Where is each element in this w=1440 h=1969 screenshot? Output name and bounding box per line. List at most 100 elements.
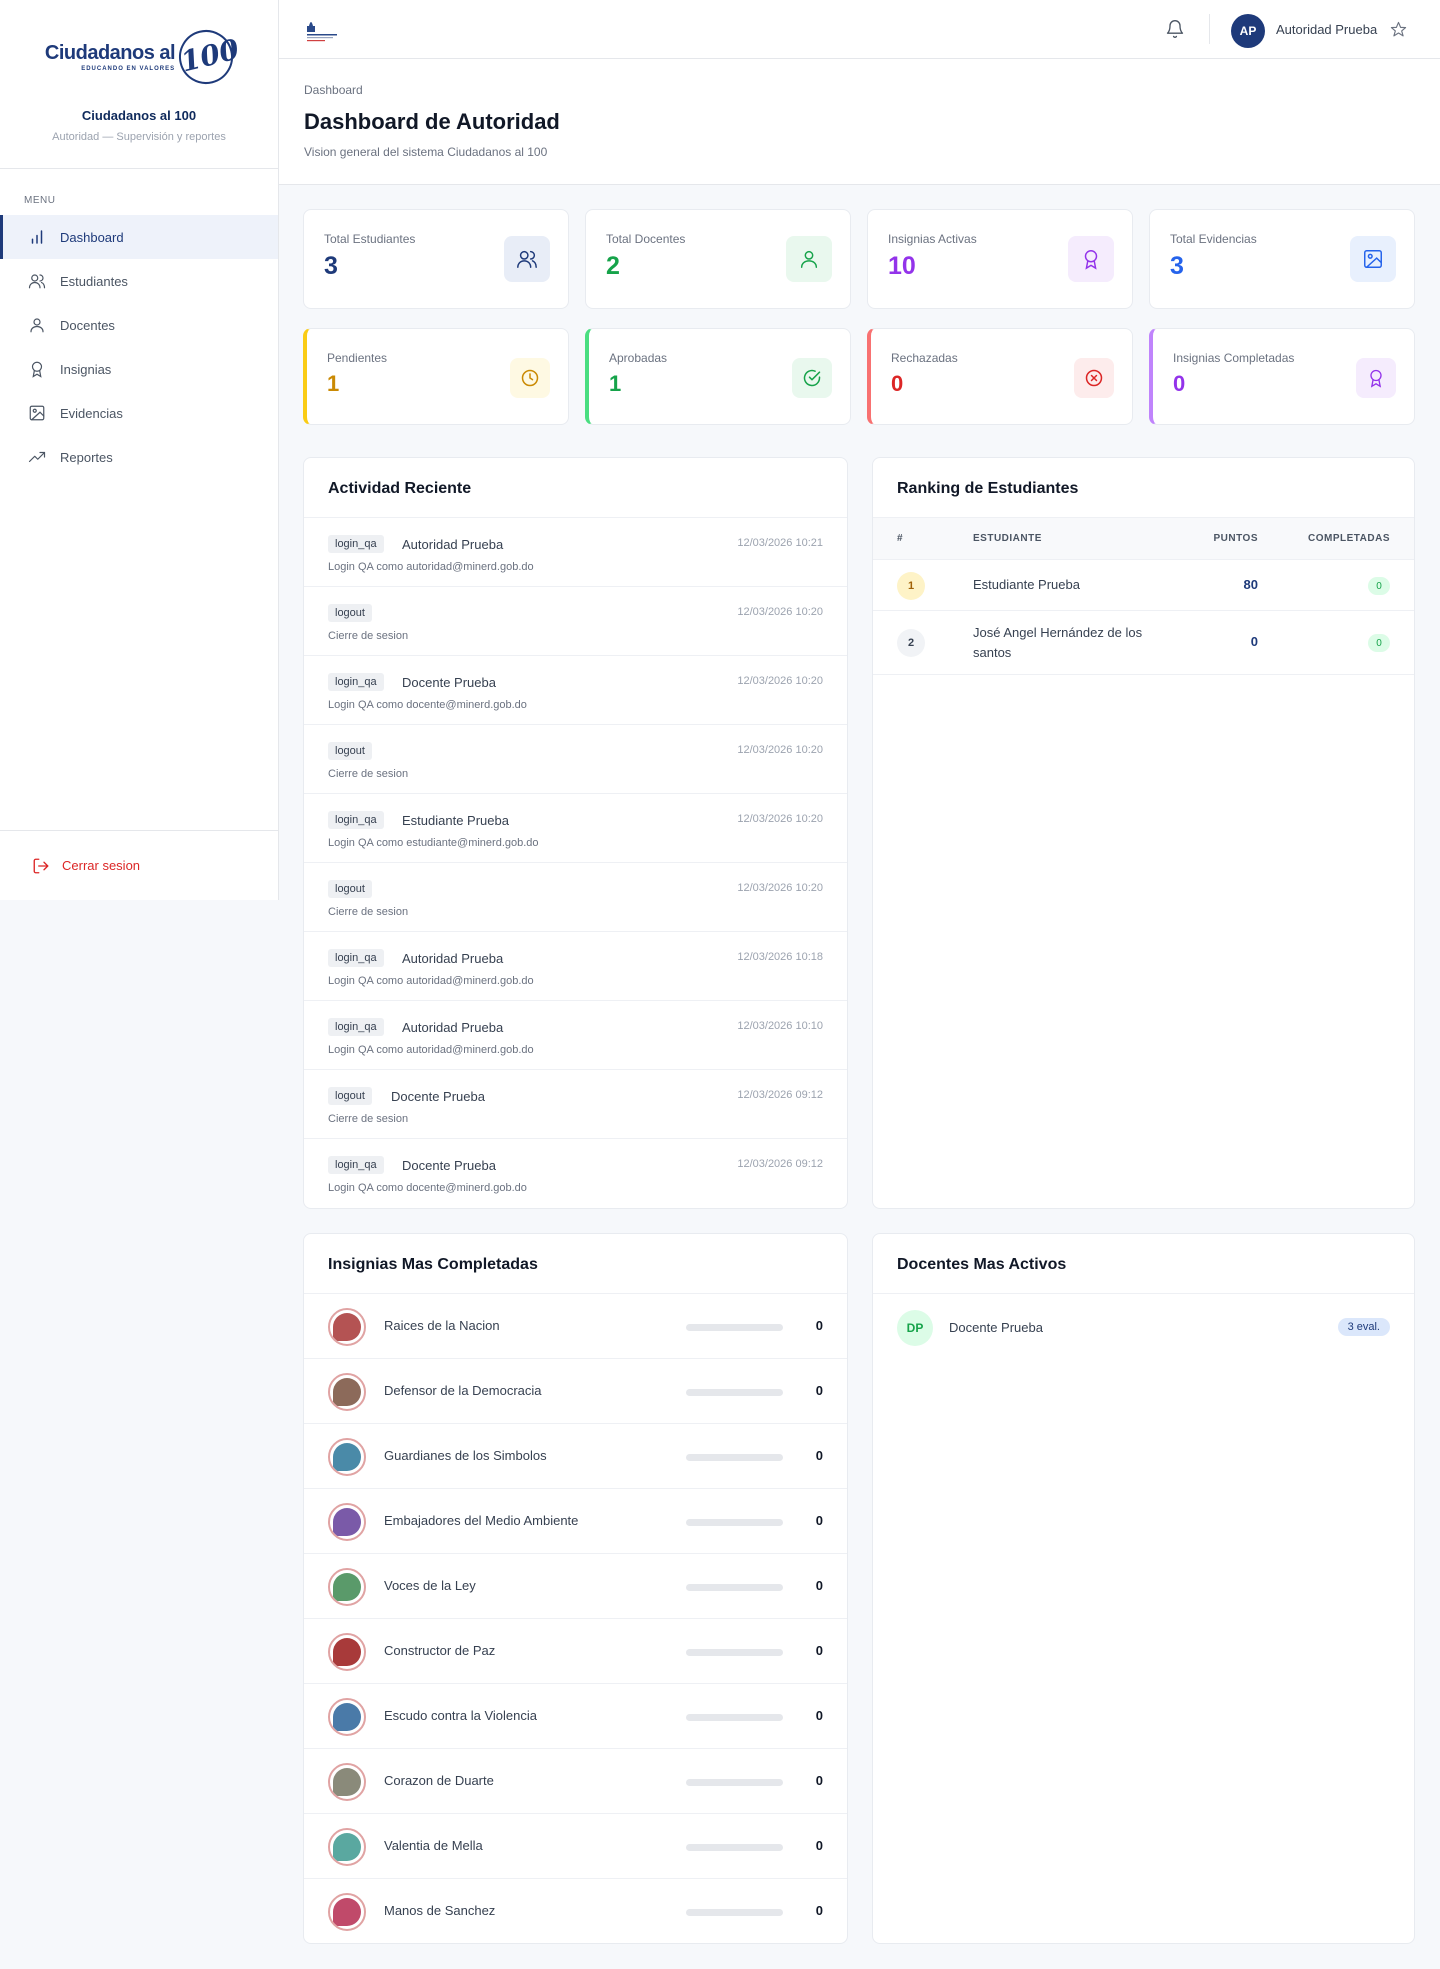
badge-image-icon bbox=[328, 1438, 366, 1476]
bell-icon[interactable] bbox=[1165, 19, 1185, 39]
badge-name: Guardianes de los Simbolos bbox=[384, 1448, 547, 1463]
activity-action-tag: logout bbox=[328, 742, 372, 760]
activity-panel: Actividad Reciente login_qa Autoridad Pru… bbox=[303, 457, 848, 1209]
logout-icon bbox=[32, 857, 50, 875]
activity-desc: Login QA como autoridad@minerd.gob.do bbox=[328, 975, 534, 987]
badge-image-icon bbox=[328, 1893, 366, 1931]
activity-action-tag: login_qa bbox=[328, 535, 384, 553]
badges-panel: Insignias Mas Completadas Raices de la N… bbox=[303, 1233, 848, 1944]
kpi-value: 3 bbox=[1170, 252, 1184, 280]
brand: Ciudadanos al EDUCANDO EN VALORES 100 Ci… bbox=[0, 0, 278, 169]
breadcrumb[interactable]: Dashboard bbox=[304, 83, 363, 97]
teacher-name: Docente Prueba bbox=[949, 1320, 1043, 1335]
teachers-title: Docentes Mas Activos bbox=[897, 1256, 1067, 1273]
user-icon bbox=[786, 236, 832, 282]
bar-chart-icon bbox=[28, 228, 46, 246]
list-item: login_qa Autoridad Prueba 12/03/2026 10:10… bbox=[304, 1001, 847, 1070]
badge-image-icon bbox=[328, 1633, 366, 1671]
badge-progress-bar bbox=[686, 1389, 783, 1396]
list-item: Escudo contra la Violencia 0 bbox=[304, 1684, 847, 1749]
x-circle-icon bbox=[1074, 358, 1114, 398]
sidebar-item-evidencias[interactable]: Evidencias bbox=[0, 391, 278, 435]
logo-main-text: Ciudadanos al bbox=[44, 42, 176, 64]
badge-count: 0 bbox=[815, 1708, 823, 1723]
list-item: Defensor de la Democracia 0 bbox=[304, 1359, 847, 1424]
activity-time: 12/03/2026 09:12 bbox=[737, 1158, 823, 1170]
student-completed: 0 bbox=[1368, 634, 1390, 652]
kpi-label: Total Estudiantes bbox=[324, 232, 416, 246]
avatar[interactable]: AP bbox=[1231, 14, 1265, 48]
rank-badge: 1 bbox=[897, 572, 925, 600]
logout-button[interactable]: Cerrar sesion bbox=[0, 830, 278, 900]
logo-number: 100 bbox=[173, 24, 242, 90]
sidebar-item-docentes[interactable]: Docentes bbox=[0, 303, 278, 347]
badge-progress-bar bbox=[686, 1909, 783, 1916]
users-icon bbox=[504, 236, 550, 282]
logo-sub-text: EDUCANDO EN VALORES bbox=[81, 66, 176, 72]
col-header-rank: # bbox=[897, 533, 904, 544]
image-icon bbox=[1350, 236, 1396, 282]
brand-subtitle: Autoridad — Supervisión y reportes bbox=[52, 131, 226, 143]
activity-user: Docente Prueba bbox=[402, 675, 496, 690]
teacher-eval-badge: 3 eval. bbox=[1337, 1318, 1390, 1336]
student-name: Estudiante Prueba bbox=[973, 577, 1080, 592]
ranking-title: Ranking de Estudiantes bbox=[897, 480, 1079, 497]
kpi-label: Total Evidencias bbox=[1170, 232, 1257, 246]
sidebar-item-dashboard[interactable]: Dashboard bbox=[0, 215, 278, 259]
activity-desc: Login QA como autoridad@minerd.gob.do bbox=[328, 1044, 534, 1056]
badge-count: 0 bbox=[815, 1448, 823, 1463]
rank-badge: 2 bbox=[897, 629, 925, 657]
kpi-value: 2 bbox=[606, 252, 620, 280]
sidebar-item-insignias[interactable]: Insignias bbox=[0, 347, 278, 391]
activity-time: 12/03/2026 10:20 bbox=[737, 882, 823, 894]
badge-image-icon bbox=[328, 1698, 366, 1736]
user-name[interactable]: Autoridad Prueba bbox=[1276, 22, 1378, 37]
activity-action-tag: login_qa bbox=[328, 811, 384, 829]
table-row[interactable]: 1 Estudiante Prueba 80 0 bbox=[873, 560, 1414, 611]
activity-desc: Login QA como autoridad@minerd.gob.do bbox=[328, 561, 534, 573]
badge-name: Voces de la Ley bbox=[384, 1578, 476, 1593]
activity-desc: Cierre de sesion bbox=[328, 630, 409, 642]
star-icon[interactable] bbox=[1390, 21, 1407, 38]
app-logo[interactable]: Ciudadanos al EDUCANDO EN VALORES 100 bbox=[44, 24, 242, 90]
list-item: Raices de la Nacion 0 bbox=[304, 1294, 847, 1359]
badge-name: Defensor de la Democracia bbox=[384, 1383, 542, 1398]
badge-progress-bar bbox=[686, 1714, 783, 1721]
check-circle-icon bbox=[792, 358, 832, 398]
table-row[interactable]: 2 José Angel Hernández de los santos 0 0 bbox=[873, 611, 1414, 675]
list-item: login_qa Docente Prueba 12/03/2026 09:12 Lo… bbox=[304, 1139, 847, 1208]
activity-desc: Cierre de sesion bbox=[328, 768, 409, 780]
kpi-card-rechazadas: Rechazadas 0 bbox=[867, 328, 1133, 425]
list-item: Constructor de Paz 0 bbox=[304, 1619, 847, 1684]
award-icon bbox=[1356, 358, 1396, 398]
logout-label: Cerrar sesion bbox=[62, 858, 141, 873]
sidebar-item-label: Dashboard bbox=[60, 229, 124, 245]
minerd-logo-icon bbox=[307, 22, 337, 42]
badge-count: 0 bbox=[815, 1578, 823, 1593]
activity-desc: Cierre de sesion bbox=[328, 906, 409, 918]
badge-count: 0 bbox=[815, 1513, 823, 1528]
activity-action-tag: logout bbox=[328, 880, 372, 898]
page-title: Dashboard de Autoridad bbox=[304, 109, 560, 134]
award-icon bbox=[1068, 236, 1114, 282]
list-item[interactable]: DP Docente Prueba 3 eval. bbox=[873, 1294, 1414, 1358]
kpi-card-docentes: Total Docentes 2 bbox=[585, 209, 851, 309]
brand-title: Ciudadanos al 100 bbox=[81, 108, 197, 123]
topbar: AP Autoridad Prueba bbox=[279, 0, 1440, 59]
activity-user: Docente Prueba bbox=[391, 1089, 485, 1104]
activity-title: Actividad Reciente bbox=[328, 480, 472, 497]
sidebar-item-label: Reportes bbox=[60, 449, 113, 465]
sidebar-item-reportes[interactable]: Reportes bbox=[0, 435, 278, 479]
badge-count: 0 bbox=[815, 1838, 823, 1853]
activity-time: 12/03/2026 09:12 bbox=[737, 1089, 823, 1101]
sidebar-item-estudiantes[interactable]: Estudiantes bbox=[0, 259, 278, 303]
trending-up-icon bbox=[28, 448, 46, 466]
list-item: Guardianes de los Simbolos 0 bbox=[304, 1424, 847, 1489]
badge-name: Valentia de Mella bbox=[384, 1838, 483, 1853]
kpi-value: 10 bbox=[888, 252, 916, 280]
kpi-card-insignias: Insignias Activas 10 bbox=[867, 209, 1133, 309]
badge-count: 0 bbox=[815, 1773, 823, 1788]
activity-action-tag: logout bbox=[328, 1087, 372, 1105]
badge-name: Constructor de Paz bbox=[384, 1643, 496, 1658]
badge-image-icon bbox=[328, 1503, 366, 1541]
